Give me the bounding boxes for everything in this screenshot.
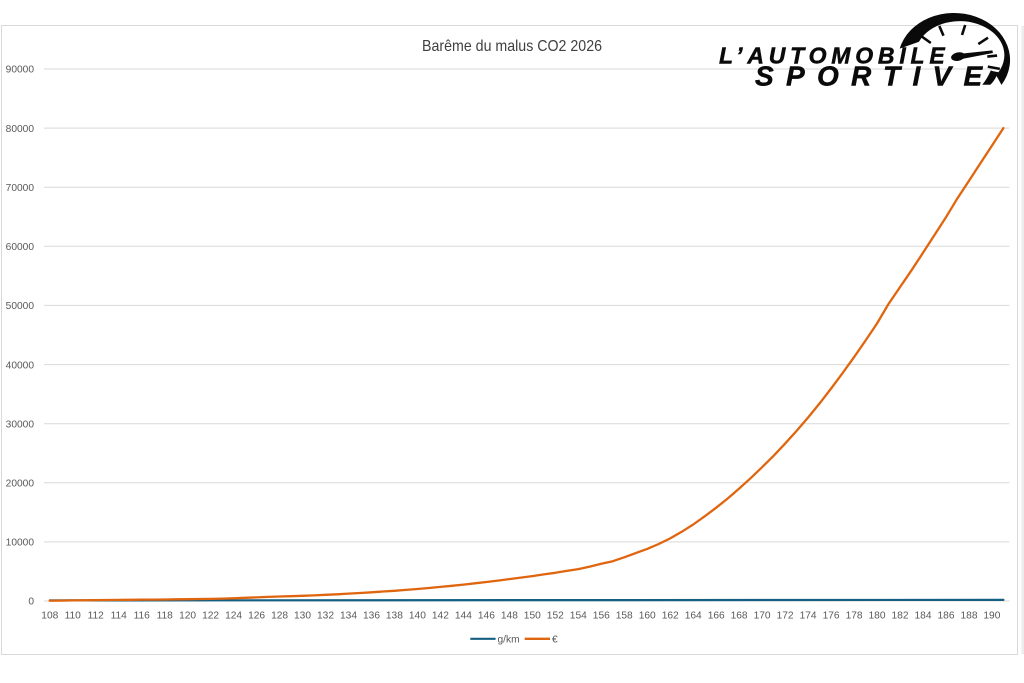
svg-text:186: 186	[938, 611, 955, 622]
svg-text:70000: 70000	[6, 183, 35, 194]
svg-text:140: 140	[409, 611, 426, 622]
svg-text:40000: 40000	[6, 360, 35, 371]
svg-text:30000: 30000	[6, 419, 35, 430]
svg-text:132: 132	[317, 611, 334, 622]
svg-text:0: 0	[28, 597, 34, 608]
svg-text:116: 116	[134, 611, 151, 622]
svg-text:166: 166	[708, 611, 725, 622]
svg-text:138: 138	[386, 611, 403, 622]
svg-text:134: 134	[340, 611, 357, 622]
svg-text:160: 160	[639, 611, 656, 622]
svg-text:144: 144	[455, 611, 472, 622]
svg-text:g/km: g/km	[498, 634, 520, 645]
svg-text:154: 154	[570, 611, 587, 622]
svg-text:158: 158	[616, 611, 633, 622]
svg-text:152: 152	[547, 611, 564, 622]
svg-text:Barême du malus CO2 2026: Barême du malus CO2 2026	[422, 38, 602, 55]
svg-text:178: 178	[846, 611, 863, 622]
svg-text:50000: 50000	[6, 301, 35, 312]
svg-text:182: 182	[892, 611, 909, 622]
svg-text:174: 174	[800, 611, 817, 622]
svg-text:122: 122	[202, 611, 219, 622]
svg-text:142: 142	[432, 611, 449, 622]
svg-text:180: 180	[869, 611, 886, 622]
svg-text:110: 110	[65, 611, 82, 622]
svg-text:108: 108	[41, 611, 58, 622]
svg-text:€: €	[552, 634, 558, 645]
svg-text:120: 120	[179, 611, 196, 622]
svg-text:136: 136	[363, 611, 380, 622]
svg-text:128: 128	[271, 611, 288, 622]
svg-text:156: 156	[593, 611, 610, 622]
svg-text:124: 124	[225, 611, 242, 622]
svg-text:10000: 10000	[6, 538, 35, 549]
svg-text:SPORTIVE: SPORTIVE	[755, 61, 994, 92]
svg-text:170: 170	[754, 611, 771, 622]
svg-text:146: 146	[478, 611, 495, 622]
svg-text:126: 126	[248, 611, 265, 622]
svg-text:184: 184	[915, 611, 932, 622]
svg-text:L’AUTOMOBILE: L’AUTOMOBILE	[719, 43, 950, 69]
svg-text:80000: 80000	[6, 124, 35, 135]
svg-text:112: 112	[88, 611, 105, 622]
svg-text:168: 168	[731, 611, 748, 622]
svg-text:60000: 60000	[6, 242, 35, 253]
svg-text:150: 150	[524, 611, 541, 622]
svg-text:164: 164	[685, 611, 702, 622]
svg-text:188: 188	[961, 611, 978, 622]
svg-text:130: 130	[294, 611, 311, 622]
svg-text:162: 162	[662, 611, 679, 622]
svg-text:118: 118	[157, 611, 174, 622]
svg-text:114: 114	[111, 611, 128, 622]
svg-text:172: 172	[777, 611, 794, 622]
svg-text:176: 176	[823, 611, 840, 622]
svg-text:20000: 20000	[6, 479, 35, 490]
svg-text:90000: 90000	[6, 65, 35, 76]
svg-text:190: 190	[983, 611, 1000, 622]
svg-text:148: 148	[501, 611, 518, 622]
